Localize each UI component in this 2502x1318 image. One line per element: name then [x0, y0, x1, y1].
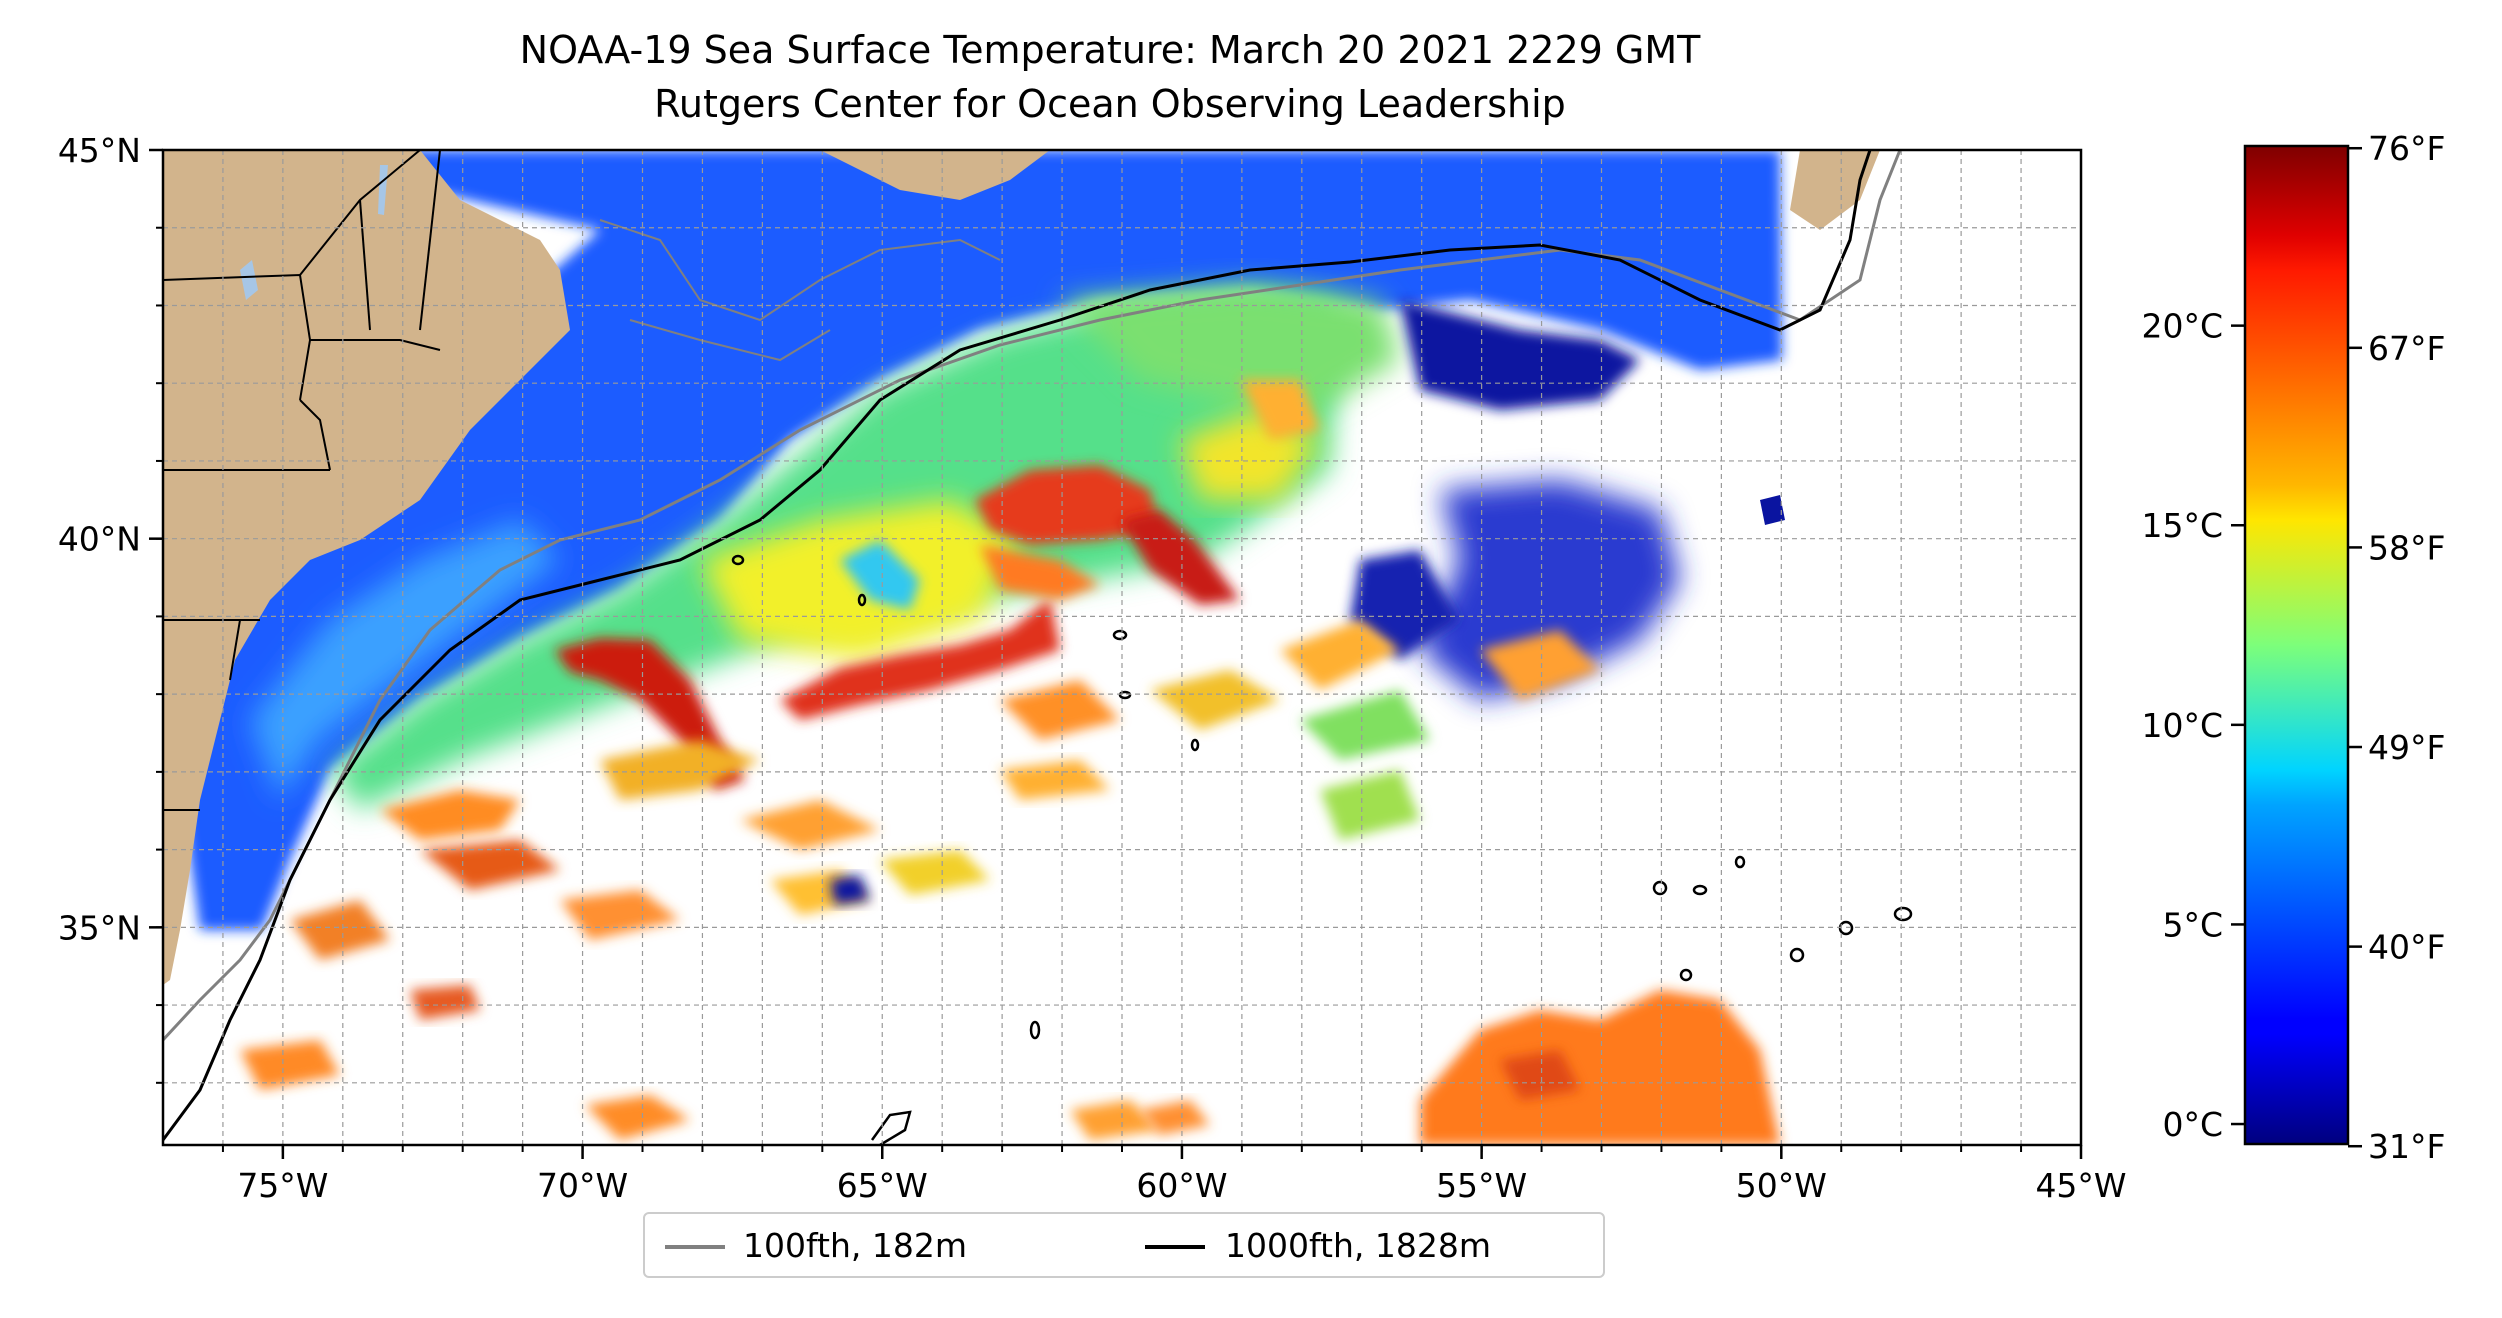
lon-tick-label: 70°W: [537, 1166, 628, 1205]
lat-tick-label: 45°N: [58, 131, 141, 170]
legend-swatch-1000fth: [1145, 1245, 1205, 1249]
celsius-tick-label: 5°C: [2162, 905, 2223, 944]
lat-tick-label: 40°N: [58, 520, 141, 559]
lon-tick-label: 50°W: [1736, 1166, 1827, 1205]
legend: 100fth, 182m 1000fth, 1828m: [643, 1212, 1605, 1278]
graticule: [163, 150, 2081, 1145]
celsius-tick-label: 0°C: [2162, 1105, 2223, 1144]
colorbar-celsius-axis: 0°C 5°C 10°C 15°C 20°C: [2141, 307, 2245, 1144]
map-subtitle: Rutgers Center for Ocean Observing Leade…: [654, 82, 1566, 126]
legend-label-1000fth: 1000fth, 1828m: [1225, 1226, 1491, 1265]
legend-swatch-100fth: [665, 1245, 725, 1249]
celsius-tick-label: 15°C: [2141, 506, 2223, 545]
land-nova-scotia: [1790, 150, 1880, 230]
latitude-axis: 35°N 40°N 45°N: [58, 131, 163, 1084]
fahrenheit-tick-label: 67°F: [2368, 329, 2445, 368]
fahrenheit-tick-label: 31°F: [2368, 1127, 2445, 1166]
lat-tick-label: 35°N: [58, 908, 141, 947]
fahrenheit-tick-label: 76°F: [2368, 129, 2445, 168]
lon-tick-label: 60°W: [1136, 1166, 1227, 1205]
lon-tick-label: 65°W: [837, 1166, 928, 1205]
lon-tick-label: 55°W: [1436, 1166, 1527, 1205]
lon-tick-label: 75°W: [237, 1166, 328, 1205]
fahrenheit-tick-label: 40°F: [2368, 928, 2445, 967]
lon-tick-label: 45°W: [2035, 1166, 2126, 1205]
colorbar-gradient: [2243, 144, 2350, 1146]
celsius-tick-label: 20°C: [2141, 307, 2223, 346]
sst-field: [168, 150, 1785, 1145]
map-title: NOAA-19 Sea Surface Temperature: March 2…: [519, 28, 1701, 72]
land-us: [163, 150, 570, 985]
fahrenheit-tick-label: 49°F: [2368, 728, 2445, 767]
colorbar-fahrenheit-axis: 31°F 40°F 49°F 58°F 67°F 76°F: [2348, 129, 2445, 1166]
land-canada: [820, 150, 1050, 200]
celsius-tick-label: 10°C: [2141, 706, 2223, 745]
fahrenheit-tick-label: 58°F: [2368, 528, 2445, 567]
isobath-1000fth: [163, 150, 1872, 1141]
legend-label-100fth: 100fth, 182m: [743, 1226, 967, 1265]
longitude-axis: 75°W 70°W 65°W 60°W 55°W 50°W 45°W: [221, 1145, 2127, 1205]
seamount-contours: [731, 554, 1913, 1145]
